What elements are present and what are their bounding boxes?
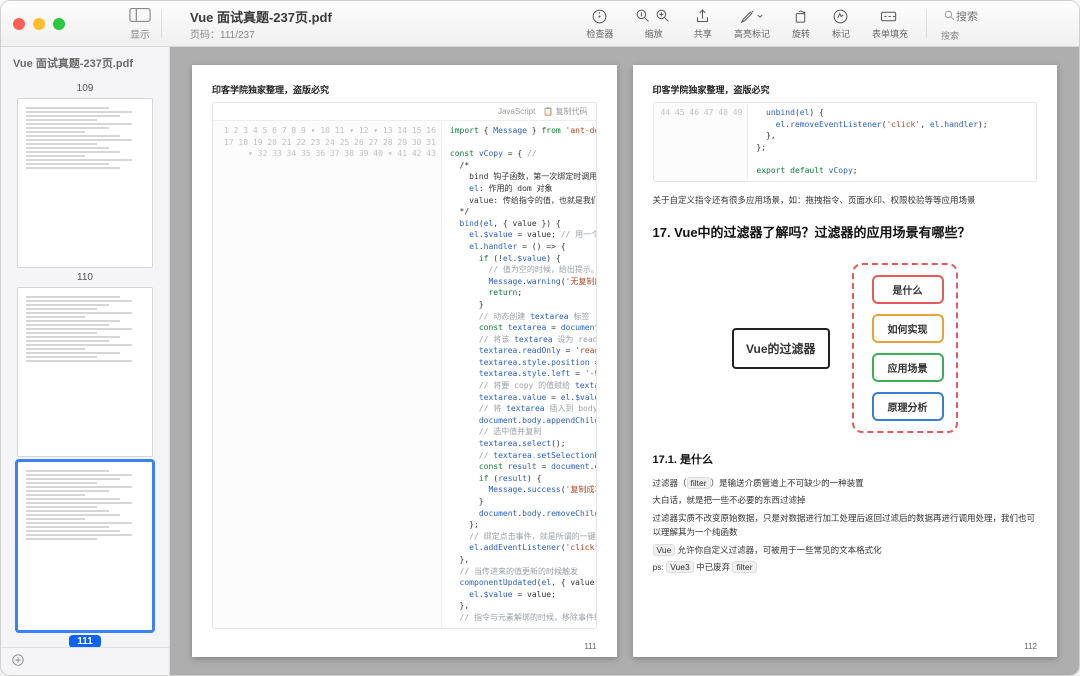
mindmap-frame: 是什么如何实现应用场景原理分析 — [852, 263, 958, 433]
mindmap-node: 应用场景 — [872, 353, 944, 382]
title-block: Vue 面试真题-237页.pdf 页码：111/237 — [190, 7, 332, 41]
thumb-image — [17, 287, 153, 457]
share-tool[interactable]: 共享 — [686, 8, 720, 40]
divider — [161, 10, 162, 38]
document-title: Vue 面试真题-237页.pdf — [190, 7, 332, 26]
thumb-label: 109 — [77, 83, 94, 94]
code-content: unbind(el) { el.removeEventListener('cli… — [748, 103, 995, 181]
body: Vue 面试真题-237页.pdf 109 110 — [1, 47, 1079, 675]
line-numbers: 44 45 46 47 48 49 — [654, 103, 749, 181]
thumb-label: 111 — [69, 635, 101, 647]
page-indicator: 页码：111/237 — [190, 26, 332, 41]
code-content: import { Message } from 'ant-design-vue'… — [442, 121, 596, 628]
markup-label: 标记 — [832, 27, 850, 40]
sidebar-footer — [1, 647, 169, 675]
paragraph: 大白话，就是把一些不必要的东西过滤掉 — [653, 493, 1038, 507]
page-viewer[interactable]: 印客学院独家整理，盗版必究 JavaScript 📋 复制代码 1 2 3 4 … — [170, 47, 1079, 675]
page-111: 印客学院独家整理，盗版必究 JavaScript 📋 复制代码 1 2 3 4 … — [192, 65, 617, 657]
paragraph: 过滤器实质不改变原始数据，只是对数据进行加工处理后返回过滤后的数据再进行调用处理… — [653, 511, 1038, 540]
section-17-1-heading: 17.1. 是什么 — [653, 451, 1038, 467]
thumb-image — [17, 461, 153, 631]
zoom-label: 缩放 — [645, 27, 663, 40]
thumb-label: 110 — [77, 272, 93, 283]
highlight-tool[interactable]: 高亮标记 — [726, 8, 778, 40]
mindmap-node: 原理分析 — [872, 392, 944, 421]
sidebar-toggle[interactable]: 显示 — [129, 6, 151, 41]
form-fill-tool[interactable]: 表单填充 — [864, 8, 916, 40]
line-numbers: 1 2 3 4 5 6 7 8 9 ▾ 10 11 ▾ 12 ▾ 13 14 1… — [213, 121, 442, 628]
code-block: JavaScript 📋 复制代码 1 2 3 4 5 6 7 8 9 ▾ 10… — [212, 102, 597, 629]
minimize-window-button[interactable] — [33, 18, 45, 30]
rotate-label: 旋转 — [792, 27, 810, 40]
divider — [926, 10, 927, 38]
paragraph: Vue 允许你自定义过滤器，可被用于一些常见的文本格式化 — [653, 543, 1038, 557]
thumbnail-list[interactable]: 109 110 111 — [1, 79, 169, 647]
mindmap-node: 如何实现 — [872, 314, 944, 343]
thumb-image — [17, 98, 153, 268]
markup-tool[interactable]: 标记 — [824, 8, 858, 40]
page-source-header: 印客学院独家整理，盗版必究 — [212, 83, 597, 96]
window-controls — [13, 18, 65, 30]
app-window: 显示 Vue 面试真题-237页.pdf 页码：111/237 检查器 缩放 共… — [0, 0, 1080, 676]
search-wrap: 搜索 — [937, 6, 1067, 42]
highlight-label: 高亮标记 — [734, 27, 770, 40]
inspector-label: 检查器 — [586, 27, 613, 40]
code-language: JavaScript — [498, 107, 535, 116]
thumbnail-sidebar: Vue 面试真题-237页.pdf 109 110 — [1, 47, 170, 675]
code-block: 44 45 46 47 48 49 unbind(el) { el.remove… — [653, 102, 1038, 182]
close-window-button[interactable] — [13, 18, 25, 30]
page-112: 印客学院独家整理，盗版必究 44 45 46 47 48 49 unbind(e… — [633, 65, 1058, 657]
search-input[interactable] — [956, 11, 1056, 23]
copy-code-button[interactable]: 📋 复制代码 — [543, 106, 587, 117]
share-label: 共享 — [694, 27, 712, 40]
page-number: 112 — [1024, 642, 1037, 651]
thumbnail-110[interactable]: 110 — [17, 272, 153, 457]
inspector-tool[interactable]: 检查器 — [578, 8, 621, 40]
display-label: 显示 — [130, 26, 150, 41]
zoom-tool[interactable]: 缩放 — [627, 8, 680, 40]
paragraph: ps: Vue3 中已废弃 filter — [653, 560, 1038, 574]
sidebar-file-title: Vue 面试真题-237页.pdf — [1, 47, 169, 79]
mindmap-node: 是什么 — [872, 275, 944, 304]
thumbnail-109[interactable]: 109 — [17, 83, 153, 268]
page-source-header: 印客学院独家整理，盗版必究 — [653, 83, 1038, 96]
rotate-tool[interactable]: 旋转 — [784, 8, 818, 40]
add-page-icon[interactable] — [11, 653, 25, 670]
zoom-window-button[interactable] — [53, 18, 65, 30]
search-box[interactable] — [937, 6, 1067, 28]
intro-text: 关于自定义指令还有很多应用场景，如：拖拽指令、页面水印、权限校验等等应用场景 — [653, 193, 1038, 207]
page-number: 111 — [584, 642, 596, 651]
search-icon — [943, 9, 956, 25]
thumbnail-111[interactable]: 111 — [17, 461, 153, 647]
mindmap-root: Vue的过滤器 — [732, 328, 830, 369]
code-header: JavaScript 📋 复制代码 — [213, 103, 596, 121]
paragraph: 过滤器（filter）是输送介质管道上不可缺少的一种装置 — [653, 476, 1038, 490]
mindmap-diagram: Vue的过滤器 是什么如何实现应用场景原理分析 — [653, 263, 1038, 433]
titlebar: 显示 Vue 面试真题-237页.pdf 页码：111/237 检查器 缩放 共… — [1, 1, 1079, 47]
section-17-heading: 17. Vue中的过滤器了解吗？过滤器的应用场景有哪些？ — [653, 222, 1038, 241]
search-label: 搜索 — [937, 29, 959, 42]
form-label: 表单填充 — [872, 27, 908, 40]
